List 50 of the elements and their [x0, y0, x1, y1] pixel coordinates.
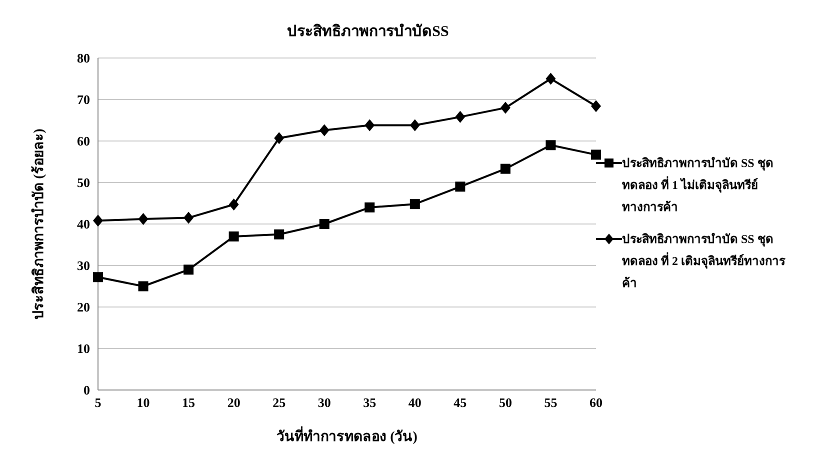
- x-tick-label: 10: [136, 395, 150, 410]
- point: [319, 124, 330, 136]
- point: [138, 281, 148, 292]
- point: [228, 198, 239, 210]
- point: [591, 150, 601, 160]
- y-axis-title: ประสิทธิภาพการบำบัด (ร้อยละ): [30, 128, 47, 320]
- y-tick-label: 20: [77, 300, 90, 315]
- point: [410, 199, 420, 210]
- chart-title: ประสิทธิภาพการบำบัดSS: [287, 22, 449, 40]
- y-tick-label: 80: [77, 50, 90, 66]
- point: [93, 272, 103, 282]
- legend-label: ประสิทธิภาพการบำบัด SS ชุดทดลอง ที่ 1 ไม่เติมจุลินทรีย์ทางการค้า: [622, 154, 774, 216]
- x-tick-label: 55: [544, 395, 558, 410]
- x-axis-title: วันที่ทำการทดลอง (วัน): [276, 426, 418, 445]
- point: [93, 214, 103, 227]
- point: [364, 202, 375, 212]
- x-tick-label: 40: [408, 395, 422, 410]
- point: [455, 110, 466, 123]
- point: [228, 231, 239, 242]
- x-tick-label: 60: [590, 395, 602, 410]
- point: [274, 132, 284, 144]
- x-tick-label: 15: [182, 395, 196, 410]
- point: [546, 72, 556, 85]
- point: [138, 213, 148, 226]
- point: [500, 102, 510, 114]
- point: [591, 100, 601, 112]
- point: [319, 219, 330, 229]
- point: [184, 264, 194, 275]
- point: [500, 164, 510, 174]
- y-tick-label: 50: [77, 175, 90, 190]
- y-tick-label: 60: [77, 134, 90, 149]
- legend-label: ประสิทธิภาพการบำบัด SS ชุดทดลอง ที่ 2 เติมจุลินทรีย์ทางการค้า: [622, 230, 786, 292]
- y-tick-label: 30: [77, 258, 90, 274]
- y-tick-label: 10: [77, 341, 90, 356]
- x-tick-label: 35: [363, 395, 377, 410]
- point: [546, 140, 556, 150]
- y-tick-label: 70: [77, 92, 90, 108]
- x-tick-label: 50: [498, 395, 512, 410]
- y-tick-label: 0: [84, 382, 90, 398]
- point: [410, 119, 420, 132]
- point: [364, 119, 375, 132]
- y-tick-label: 40: [77, 216, 90, 232]
- point: [455, 182, 466, 192]
- point: [274, 229, 284, 240]
- x-tick-label: 20: [227, 395, 240, 410]
- point: [184, 212, 194, 224]
- x-tick-label: 30: [318, 395, 331, 410]
- x-tick-label: 45: [454, 395, 468, 410]
- x-tick-label: 5: [94, 395, 102, 410]
- x-tick-label: 25: [272, 395, 286, 410]
